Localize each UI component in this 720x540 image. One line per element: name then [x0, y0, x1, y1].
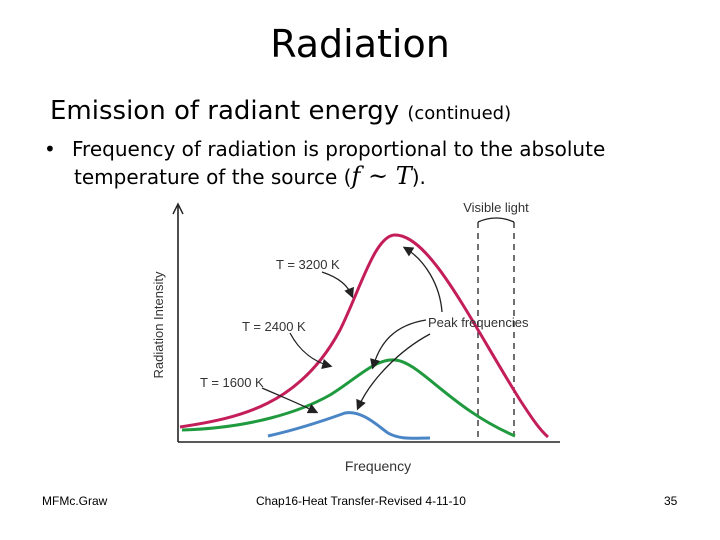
- proportionality-formula: f ~ T: [351, 162, 412, 190]
- footer-chapter: Chap16-Heat Transfer-Revised 4-11-10: [256, 494, 466, 508]
- arrow-peak-3200k-icon: [402, 246, 443, 313]
- subtitle-continued: (continued): [407, 103, 512, 124]
- label-3200k: T = 3200 K: [276, 257, 340, 272]
- bullet-line-2-prefix: temperature of the source (: [74, 165, 352, 189]
- bullet-line-2-suffix: ).: [411, 165, 426, 189]
- peak-frequencies-label: Peak frequencies: [428, 315, 529, 330]
- slide-title: Radiation: [270, 22, 450, 66]
- label-2400k: T = 2400 K: [242, 319, 306, 334]
- x-axis-label: Frequency: [345, 458, 411, 474]
- arrow-peak-2400k-icon: [370, 319, 427, 370]
- y-axis-arrow-icon: [172, 202, 184, 215]
- arrow-2400k-icon: [289, 332, 333, 370]
- bullet-icon: •: [44, 137, 56, 161]
- arrow-1600k-icon: [261, 387, 319, 414]
- subtitle-main: Emission of radiant energy: [50, 96, 400, 126]
- visible-light-bracket: [477, 217, 515, 223]
- footer-author: MFMc.Graw: [42, 494, 108, 508]
- arrow-peak-1600k-icon: [356, 333, 431, 411]
- label-1600k: T = 1600 K: [200, 375, 264, 390]
- arrow-3200k-icon: [321, 271, 354, 299]
- y-axis-label: Radiation Intensity: [151, 271, 166, 378]
- curve-2400k: [181, 358, 516, 438]
- curve-3200k: [179, 233, 550, 439]
- slide-subtitle: Emission of radiant energy (continued): [50, 96, 511, 126]
- bullet-point: • Frequency of radiation is proportional …: [44, 136, 694, 191]
- footer-page-number: 35: [664, 494, 678, 508]
- curve-1600k: [267, 411, 431, 440]
- visible-light-label: Visible light: [463, 200, 529, 215]
- bullet-line-1: Frequency of radiation is proportional t…: [72, 137, 606, 161]
